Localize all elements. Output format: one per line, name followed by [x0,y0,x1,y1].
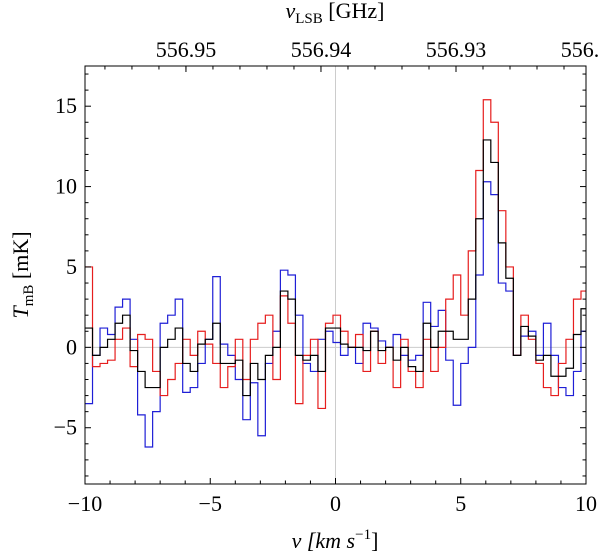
y-tick-label: 0 [66,334,77,359]
x-tick-label: −5 [199,491,222,516]
x-axis-label: v [km s−1] [292,527,379,552]
x2-axis-label: νLSB [GHz] [286,0,385,27]
x2-tick-label: 556.95 [156,37,217,62]
x-tick-label: 10 [575,491,597,516]
y-tick-label: 15 [55,93,77,118]
x-tick-label: −10 [68,491,102,516]
y-tick-label: 5 [66,254,77,279]
series-red-line [85,99,586,410]
series-black-line [85,139,586,397]
x-tick-label: 0 [330,491,341,516]
y-axis-label: TmB [mK] [8,231,37,318]
tick-labels: −10 −5 0 5 10 −5 0 5 10 15 556.95 556.94 556.93 556.9… [54,37,600,516]
y-tick-label: 10 [55,174,77,199]
x-tick-label: 5 [455,491,466,516]
x2-tick-label: 556.93 [426,37,487,62]
y-tick-label: −5 [54,415,77,440]
x2-tick-label: 556.92 [561,37,600,62]
axis-ticks [84,66,587,484]
series-layer [85,99,586,448]
reference-lines [85,66,586,484]
x2-tick-label: 556.94 [291,37,352,62]
series-blue-line [85,181,586,448]
